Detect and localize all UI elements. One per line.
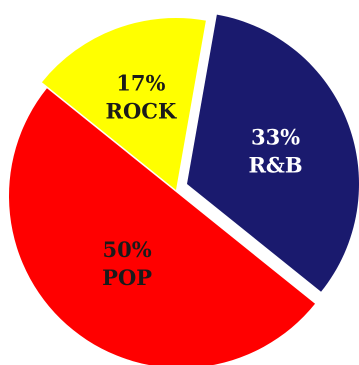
pie-slice-r-b-category-label: R&B — [248, 153, 302, 178]
pie-slice-rock-category-label: ROCK — [106, 99, 177, 124]
pie-slice-pop — [9, 88, 316, 365]
pie-slices — [9, 14, 359, 365]
pie-slice-r-b-percent-label: 33% — [251, 125, 300, 150]
pie-labels: 33% R&B 50% POP 17% ROCK — [102, 71, 302, 290]
pie-slice-rock — [41, 18, 206, 191]
pie-slice-pop-category-label: POP — [102, 265, 152, 290]
pie-slice-r-b — [187, 14, 359, 292]
pie-slice-rock-percent-label: 17% — [116, 71, 165, 96]
pie-slice-pop-percent-label: 50% — [103, 237, 152, 262]
